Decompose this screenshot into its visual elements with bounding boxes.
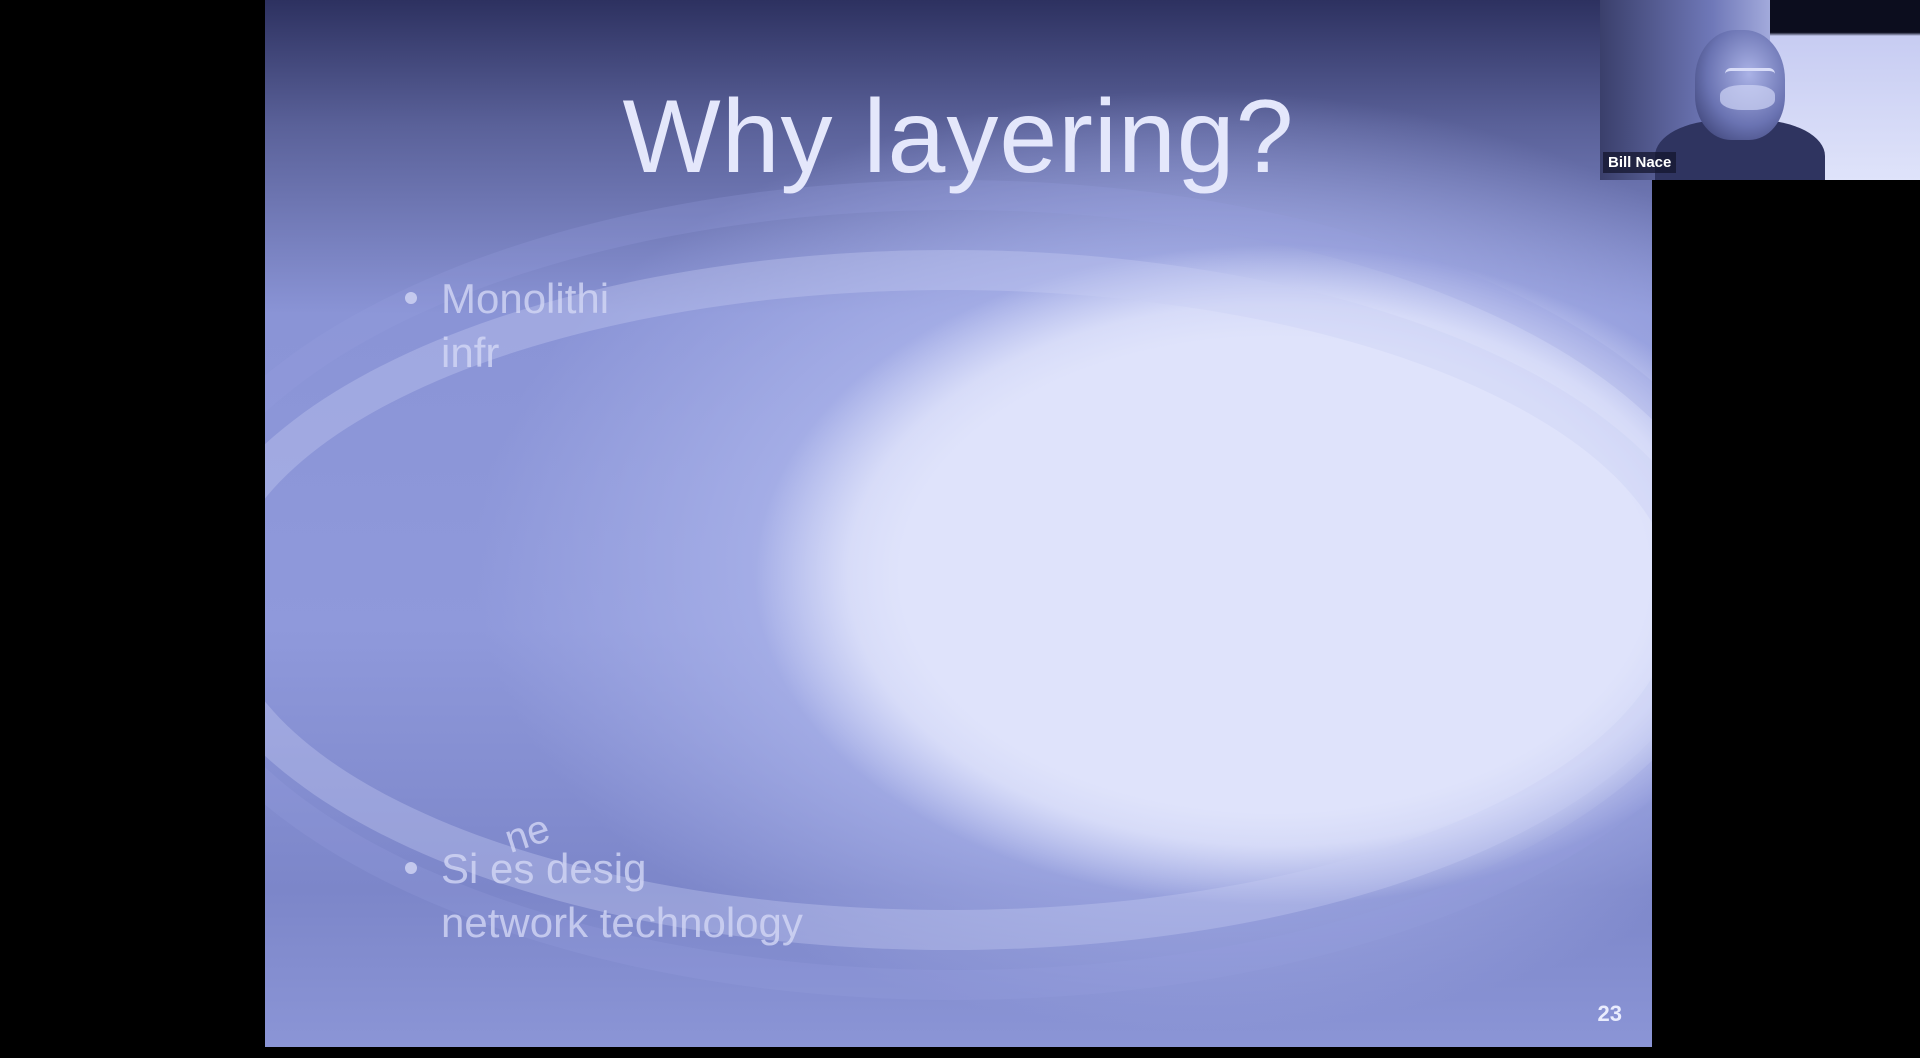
bullet-item: Si es desig network technology	[405, 842, 803, 950]
right-black-area	[1652, 180, 1920, 1058]
shared-slide: Why layering? Monolithi infr Si es desig…	[265, 0, 1652, 1047]
bullet-dot	[405, 291, 417, 304]
bullet-item: Monolithi infr	[405, 272, 609, 380]
participant-glasses	[1725, 68, 1775, 81]
participant-mask	[1720, 85, 1775, 110]
slide-page-number: 23	[1597, 1001, 1622, 1026]
bullet-dot	[405, 861, 417, 874]
bullet-text-continued: network technology	[441, 899, 803, 946]
bullet-text: Si es desig	[441, 845, 647, 892]
participant-name-label: Bill Nace	[1603, 152, 1677, 173]
participant-video-thumbnail[interactable]: Bill Nace	[1600, 0, 1920, 180]
slide-title: Why layering?	[622, 79, 1295, 195]
bullet-text-continued: infr	[441, 329, 500, 376]
bullet-text: Monolithi	[441, 275, 610, 322]
